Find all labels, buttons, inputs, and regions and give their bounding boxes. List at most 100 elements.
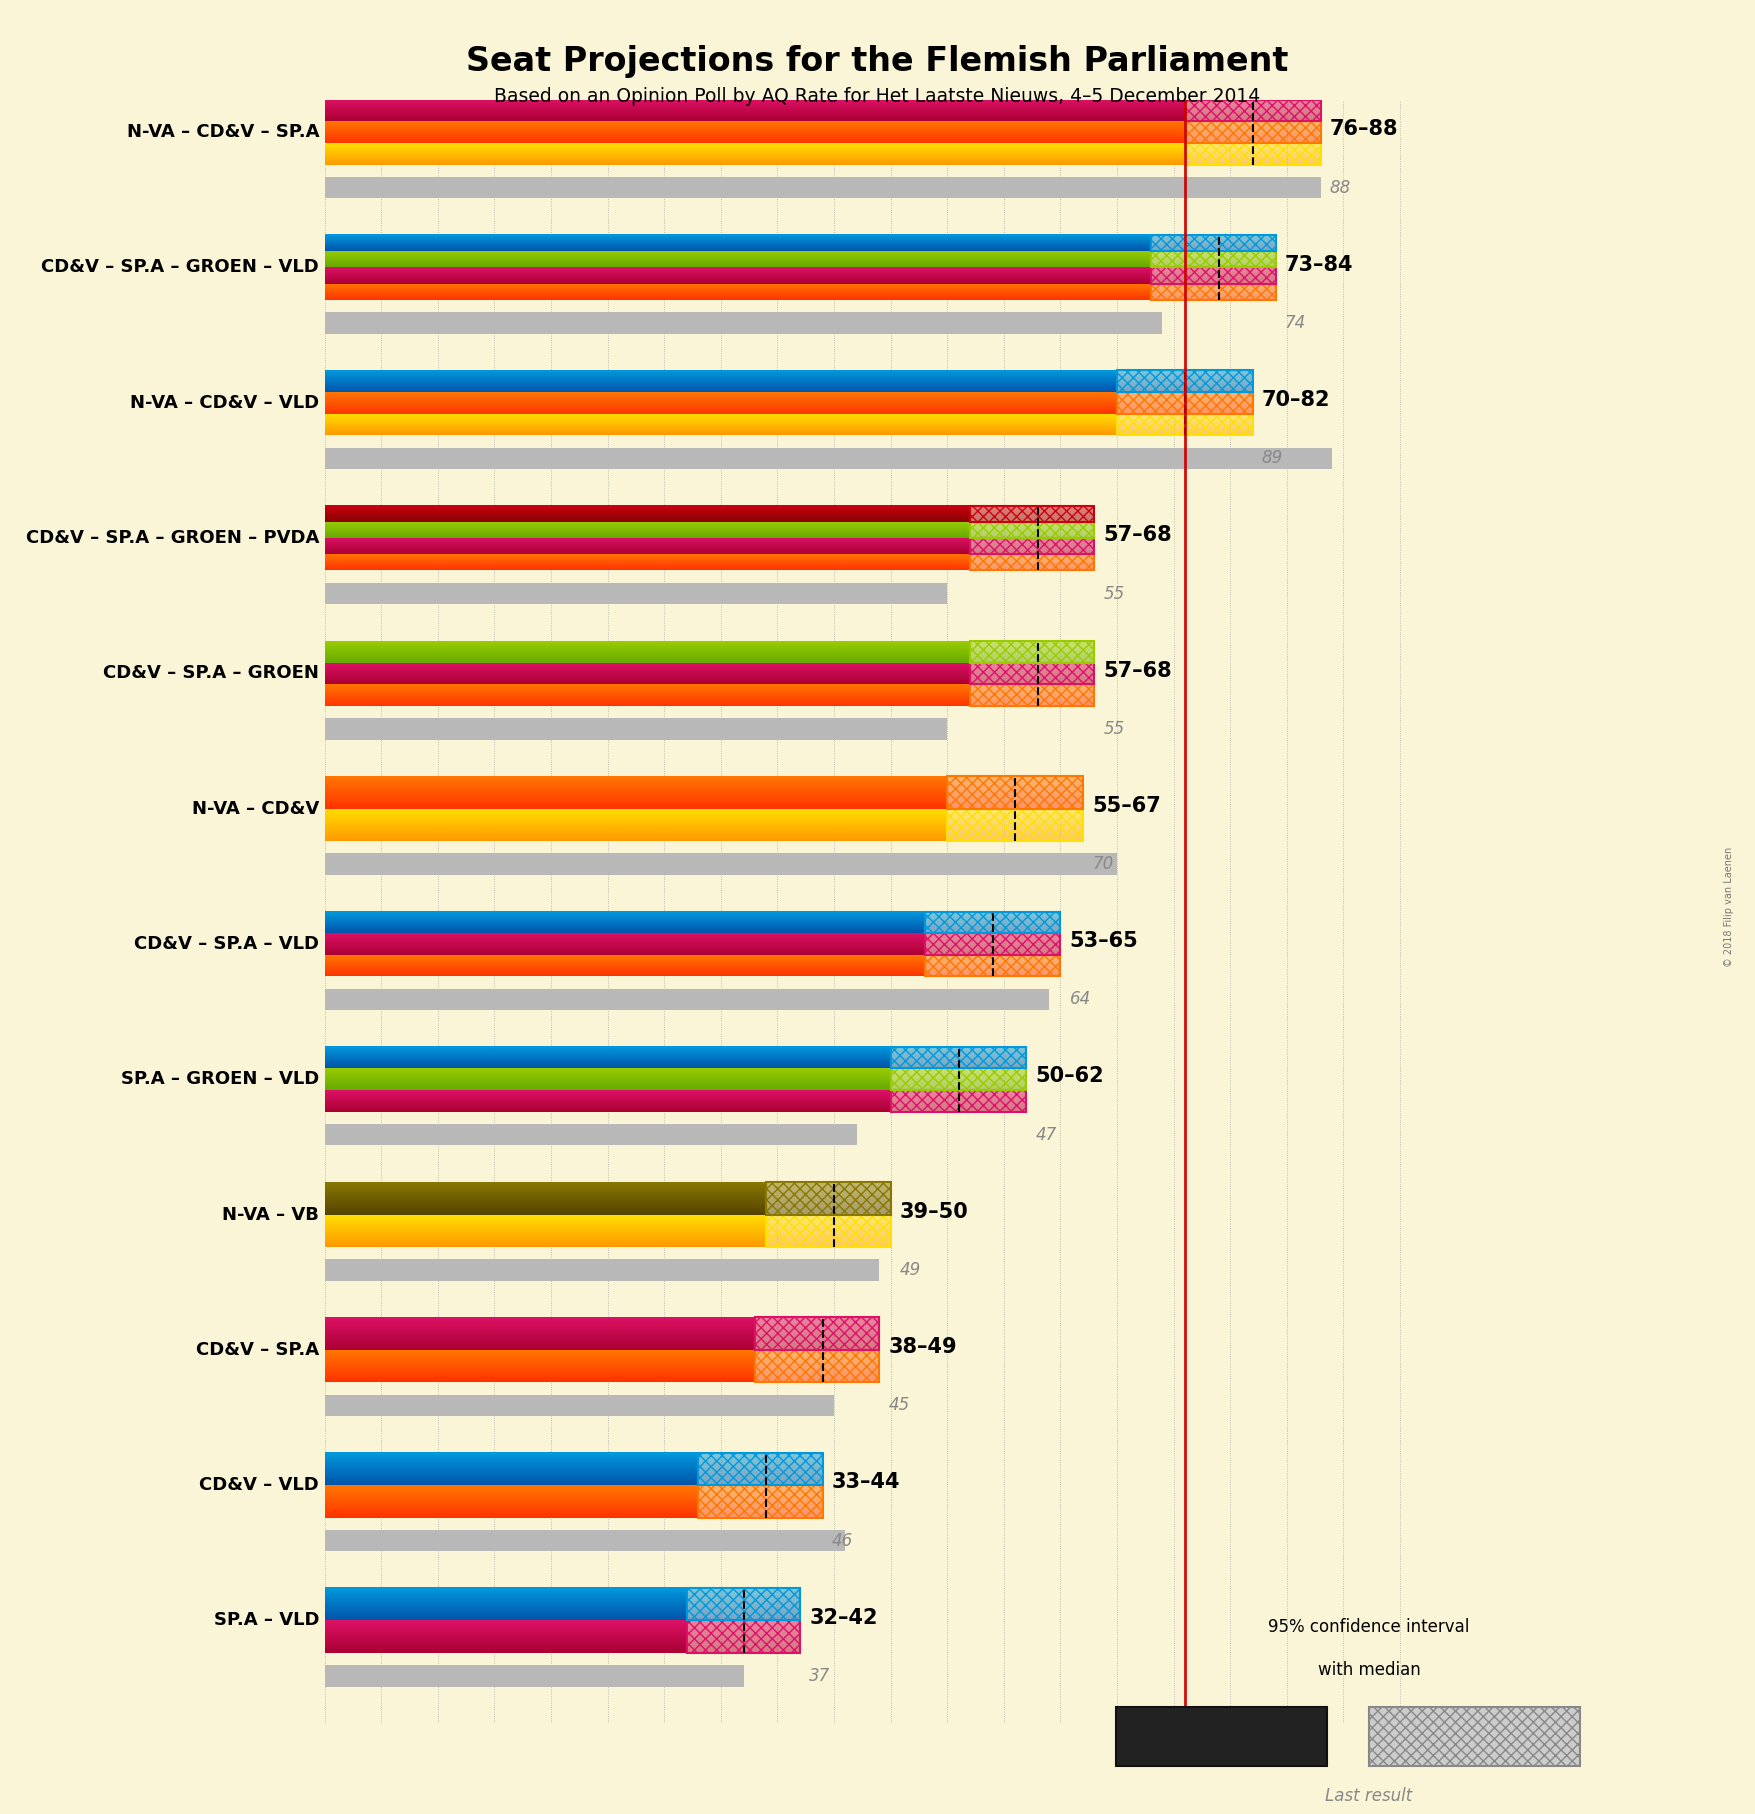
Bar	[1185, 100, 1322, 122]
Bar	[1118, 392, 1253, 414]
Bar	[767, 1183, 890, 1215]
Bar	[325, 1259, 879, 1281]
Text: 64: 64	[1069, 990, 1092, 1009]
Bar	[1185, 143, 1322, 165]
Bar	[325, 1529, 846, 1551]
Bar	[971, 640, 1095, 662]
Text: N-VA – CD&V – SP.A: N-VA – CD&V – SP.A	[126, 123, 319, 141]
Text: CD&V – SP.A – GROEN – VLD: CD&V – SP.A – GROEN – VLD	[42, 258, 319, 276]
Text: 33–44: 33–44	[832, 1473, 900, 1493]
Bar	[925, 954, 1060, 976]
Bar	[1151, 252, 1276, 267]
Bar	[971, 662, 1095, 684]
Text: 46: 46	[832, 1531, 853, 1549]
Bar	[698, 1486, 823, 1518]
Bar	[1369, 1707, 1580, 1765]
Bar	[971, 662, 1095, 684]
Bar	[1118, 414, 1253, 435]
Bar	[686, 1620, 800, 1653]
Bar	[892, 1090, 1027, 1112]
Bar	[971, 539, 1095, 555]
Bar	[948, 776, 1083, 809]
Text: 95% confidence interval: 95% confidence interval	[1269, 1618, 1469, 1636]
Text: Based on an Opinion Poll by AQ Rate for Het Laatste Nieuws, 4–5 December 2014: Based on an Opinion Poll by AQ Rate for …	[495, 87, 1260, 105]
Text: 45: 45	[888, 1397, 909, 1415]
Text: SP.A – GROEN – VLD: SP.A – GROEN – VLD	[121, 1070, 319, 1088]
Bar	[892, 1047, 1027, 1068]
Bar	[971, 522, 1095, 539]
Bar	[971, 555, 1095, 570]
Text: 38–49: 38–49	[888, 1337, 956, 1357]
Bar	[925, 954, 1060, 976]
Bar	[1151, 236, 1276, 252]
Text: 50–62: 50–62	[1035, 1067, 1104, 1087]
Text: 57–68: 57–68	[1104, 660, 1172, 680]
Text: 55: 55	[1104, 584, 1125, 602]
Bar	[325, 853, 1118, 874]
Bar	[325, 582, 948, 604]
Bar	[892, 1068, 1027, 1090]
Text: N-VA – CD&V – VLD: N-VA – CD&V – VLD	[130, 394, 319, 412]
Bar	[892, 1090, 1027, 1112]
Bar	[1118, 370, 1253, 392]
Text: N-VA – VB: N-VA – VB	[223, 1206, 319, 1223]
Bar	[971, 684, 1095, 706]
Text: CD&V – SP.A – VLD: CD&V – SP.A – VLD	[133, 934, 319, 952]
Text: 39–50: 39–50	[900, 1201, 969, 1221]
Bar	[1151, 283, 1276, 299]
Text: 55–67: 55–67	[1092, 796, 1160, 816]
Text: N-VA – CD&V: N-VA – CD&V	[191, 800, 319, 818]
Text: CD&V – VLD: CD&V – VLD	[200, 1477, 319, 1495]
Bar	[1151, 267, 1276, 283]
Bar	[971, 506, 1095, 522]
Bar	[971, 539, 1095, 555]
Text: 32–42: 32–42	[809, 1607, 878, 1627]
Text: 55: 55	[1104, 720, 1125, 738]
Text: CD&V – SP.A – GROEN – PVDA: CD&V – SP.A – GROEN – PVDA	[26, 530, 319, 548]
Text: © 2018 Filip van Laenen: © 2018 Filip van Laenen	[1723, 847, 1734, 967]
Text: CD&V – SP.A – GROEN: CD&V – SP.A – GROEN	[104, 664, 319, 682]
Bar	[755, 1350, 879, 1382]
Bar	[971, 555, 1095, 570]
Text: 47: 47	[1035, 1126, 1057, 1145]
Bar	[325, 1395, 834, 1417]
Bar	[1151, 252, 1276, 267]
Bar	[755, 1317, 879, 1350]
Bar	[1118, 392, 1253, 414]
Bar	[755, 1350, 879, 1382]
Text: CD&V – SP.A: CD&V – SP.A	[197, 1341, 319, 1359]
Text: 89: 89	[1262, 450, 1283, 468]
Bar	[698, 1486, 823, 1518]
Bar	[767, 1215, 890, 1246]
Bar	[325, 312, 1162, 334]
Bar	[325, 1125, 856, 1145]
Bar	[971, 506, 1095, 522]
Bar	[925, 932, 1060, 954]
Bar	[948, 809, 1083, 842]
Bar	[1185, 122, 1322, 143]
Bar	[698, 1453, 823, 1486]
Bar	[1185, 100, 1322, 122]
Bar	[767, 1215, 890, 1246]
Bar	[925, 911, 1060, 932]
Bar	[698, 1453, 823, 1486]
Bar	[686, 1620, 800, 1653]
Bar	[1151, 283, 1276, 299]
Text: Last result: Last result	[1325, 1787, 1413, 1805]
Text: 73–84: 73–84	[1285, 254, 1353, 274]
Bar	[1116, 1707, 1327, 1765]
Bar	[686, 1587, 800, 1620]
Text: 49: 49	[900, 1261, 921, 1279]
Text: with median: with median	[1318, 1662, 1420, 1678]
Bar	[892, 1068, 1027, 1090]
Bar	[892, 1047, 1027, 1068]
Text: 53–65: 53–65	[1069, 931, 1139, 951]
Bar	[925, 911, 1060, 932]
Bar	[767, 1183, 890, 1215]
Text: SP.A – VLD: SP.A – VLD	[214, 1611, 319, 1629]
Bar	[971, 684, 1095, 706]
Text: 76–88: 76–88	[1330, 120, 1399, 140]
Bar	[948, 809, 1083, 842]
Bar	[1185, 143, 1322, 165]
Bar	[1185, 122, 1322, 143]
